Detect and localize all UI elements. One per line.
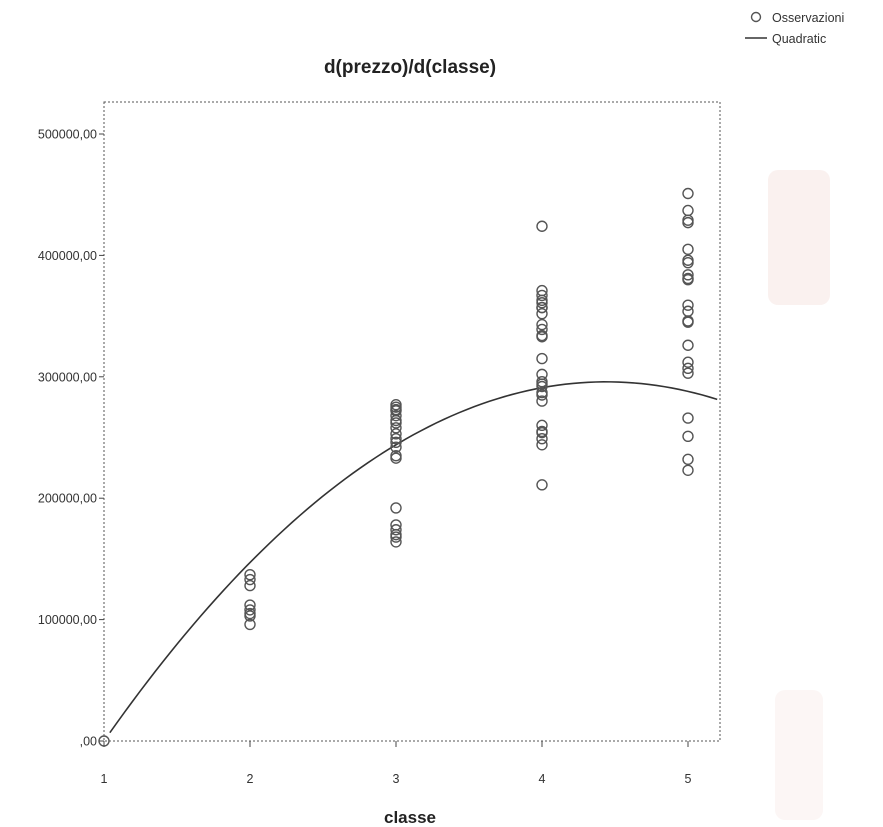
x-tick-label: 5 bbox=[685, 772, 692, 786]
observation-point bbox=[536, 380, 548, 393]
observation-point bbox=[390, 405, 402, 417]
observation-point bbox=[390, 433, 402, 445]
observation-point bbox=[536, 289, 548, 302]
observation-point bbox=[682, 315, 694, 327]
observation-point bbox=[244, 573, 256, 586]
observation-point bbox=[390, 536, 402, 548]
scan-artifact bbox=[775, 690, 823, 820]
observation-point bbox=[682, 299, 694, 311]
observation-point bbox=[390, 452, 402, 464]
observation-point bbox=[682, 305, 694, 317]
observation-point bbox=[682, 464, 694, 476]
observation-point bbox=[682, 216, 694, 229]
observation-point bbox=[390, 401, 402, 413]
observation-point bbox=[536, 331, 548, 343]
observation-point bbox=[682, 187, 694, 200]
observation-point bbox=[390, 436, 402, 449]
y-tick-label: ,00 bbox=[80, 735, 97, 749]
observation-point bbox=[682, 273, 694, 286]
legend-label-observations: Osservazioni bbox=[772, 11, 844, 25]
observation-point bbox=[536, 297, 548, 309]
legend-label-fit: Quadratic bbox=[772, 32, 826, 46]
x-tick-label: 2 bbox=[247, 772, 254, 786]
observation-point bbox=[682, 430, 694, 442]
scan-artifact bbox=[768, 170, 830, 305]
observation-point bbox=[536, 307, 548, 320]
x-axis: 1 2 3 4 5 bbox=[101, 741, 692, 786]
observation-point bbox=[682, 243, 694, 256]
observation-point bbox=[536, 301, 548, 314]
observation-point bbox=[390, 441, 402, 453]
observation-point bbox=[536, 425, 548, 438]
observation-point bbox=[682, 412, 694, 424]
observation-point bbox=[536, 318, 548, 331]
observation-point bbox=[536, 419, 548, 432]
y-tick-label: 400000,00 bbox=[38, 249, 97, 263]
y-tick-label: 200000,00 bbox=[38, 492, 97, 506]
observation-point bbox=[536, 323, 548, 336]
observation-point bbox=[390, 409, 402, 422]
observation-point bbox=[390, 417, 402, 429]
observation-point bbox=[682, 362, 694, 374]
observation-point bbox=[536, 479, 548, 491]
x-tick-label: 1 bbox=[101, 772, 108, 786]
observation-point bbox=[682, 453, 694, 466]
observation-point bbox=[682, 254, 694, 266]
observation-point bbox=[244, 599, 256, 611]
observation-point bbox=[682, 256, 694, 269]
plot-frame bbox=[103, 101, 721, 742]
observation-point bbox=[536, 220, 548, 232]
observation-point bbox=[536, 439, 548, 451]
observation-point bbox=[682, 367, 694, 379]
y-tick-label: 100000,00 bbox=[38, 613, 97, 627]
observation-point bbox=[536, 352, 548, 365]
x-tick-label: 4 bbox=[539, 772, 546, 786]
observation-point bbox=[536, 433, 548, 445]
y-tick-label: 300000,00 bbox=[38, 370, 97, 384]
x-axis-title: classe bbox=[384, 808, 436, 827]
observation-point bbox=[536, 389, 548, 401]
quadratic-fit-line bbox=[109, 381, 718, 734]
observation-point bbox=[390, 531, 402, 543]
observation-point bbox=[682, 356, 694, 368]
observation-point bbox=[390, 428, 402, 440]
legend-marker-observations bbox=[750, 11, 762, 23]
observation-point bbox=[536, 395, 548, 407]
observation-point bbox=[682, 269, 694, 281]
observation-point bbox=[244, 579, 256, 592]
observation-point bbox=[390, 524, 402, 536]
observation-point bbox=[244, 568, 256, 581]
observation-point bbox=[390, 422, 402, 434]
observation-point bbox=[390, 502, 402, 514]
x-tick-label: 3 bbox=[393, 772, 400, 786]
observation-point bbox=[682, 214, 694, 226]
y-tick-label: 500000,00 bbox=[38, 128, 97, 142]
observation-point bbox=[682, 339, 694, 351]
legend: Osservazioni Quadratic bbox=[745, 11, 844, 46]
observation-point bbox=[682, 204, 694, 217]
observation-point bbox=[98, 735, 110, 747]
y-axis: ,00 100000,00 200000,00 300000,00 400000,00 5… bbox=[38, 128, 104, 749]
observation-point bbox=[244, 610, 256, 622]
observation-point bbox=[244, 618, 256, 631]
chart-title: d(prezzo)/d(classe) bbox=[324, 57, 496, 78]
observation-points bbox=[98, 187, 694, 747]
observation-point bbox=[244, 604, 256, 616]
